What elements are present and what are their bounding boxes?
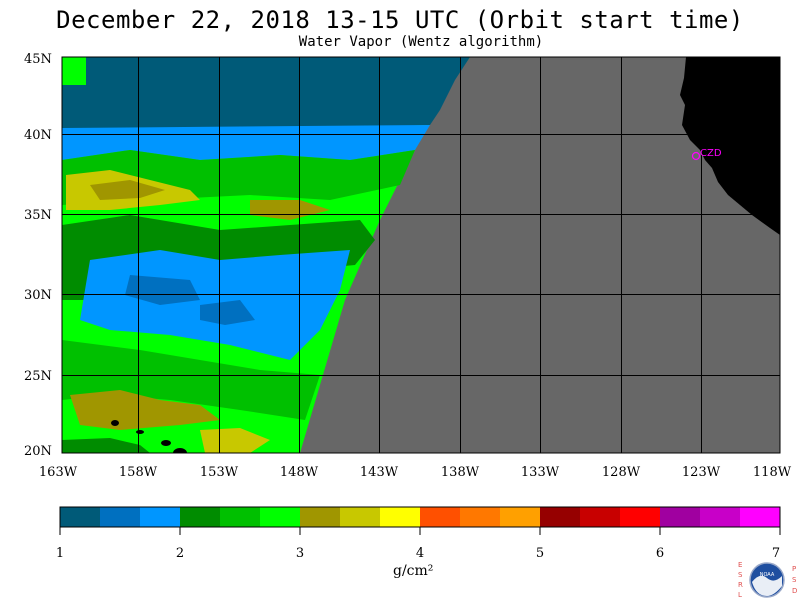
lat-label: 35N [24,208,52,223]
lon-label: 143W [360,465,399,480]
colorbar-swatch [300,507,341,527]
colorbar-swatch [540,507,581,527]
colorbar-unit: g/cm² [393,563,434,579]
colorbar-swatch [60,507,101,527]
latitude-labels: 45N 40N 35N 30N 25N 20N [24,52,52,459]
colorbar-swatch [140,507,181,527]
lat-lon-grid [62,57,780,453]
page-subtitle: Water Vapor (Wentz algorithm) [298,34,544,50]
map-panel: CZD [62,57,780,453]
lon-label: 158W [119,465,158,480]
lon-label: 153W [200,465,239,480]
lon-label: 133W [521,465,560,480]
noaa-logo: E S R L P S D NOAA [738,561,797,599]
colorbar-tick-label: 2 [176,546,184,561]
logo-letter: E [738,561,742,569]
colorbar-swatch [180,507,221,527]
lon-label: 148W [280,465,319,480]
lat-label: 25N [24,369,52,384]
colorbar-swatch [660,507,701,527]
lat-label: 40N [24,128,52,143]
colorbar-swatch [260,507,301,527]
colorbar-swatch [340,507,381,527]
water-vapor-swath [62,57,470,453]
map-frame [61,56,781,454]
noaa-seal-text: NOAA [760,572,775,578]
lat-label: 20N [24,444,52,459]
colorbar-swatch [740,507,781,527]
colorbar-tick-label: 6 [656,546,664,561]
lat-label: 30N [24,288,52,303]
colorbar-tick-label: 3 [296,546,304,561]
page-title: December 22, 2018 13-15 UTC (Orbit start… [56,6,744,34]
colorbar-swatch [220,507,261,527]
lon-label: 118W [753,465,792,480]
lat-label: 45N [24,52,52,67]
colorbar-tick-label: 7 [772,546,780,561]
station-marker: CZD [691,148,722,161]
colorbar-ticks: 1 2 3 4 5 6 7 [56,527,781,561]
longitude-labels: 163W 158W 153W 148W 143W 138W 133W 128W … [39,465,792,480]
colorbar-swatch [100,507,141,527]
lon-label: 128W [602,465,641,480]
colorbar-tick-label: 4 [416,546,424,561]
colorbar-swatch [420,507,461,527]
lon-label: 138W [441,465,480,480]
logo-letter: D [792,587,797,595]
california-coastline [680,57,780,235]
colorbar-swatch [580,507,621,527]
station-label: CZD [700,148,722,159]
colorbar-swatch [500,507,541,527]
logo-letter: P [792,565,796,573]
lon-label: 163W [39,465,78,480]
colorbar-tick-label: 5 [536,546,544,561]
colorbar-swatch [460,507,501,527]
colorbar-swatch [620,507,661,527]
logo-letter: L [738,591,742,599]
logo-letter: R [738,581,743,589]
logo-letter: S [792,576,797,584]
colorbar-swatch [380,507,421,527]
logo-letter: S [738,571,743,579]
colorbar-tick-label: 1 [56,546,64,561]
hawaiian-islands [111,420,187,453]
colorbar-swatch [700,507,741,527]
colorbar [59,506,781,528]
lon-label: 123W [682,465,721,480]
